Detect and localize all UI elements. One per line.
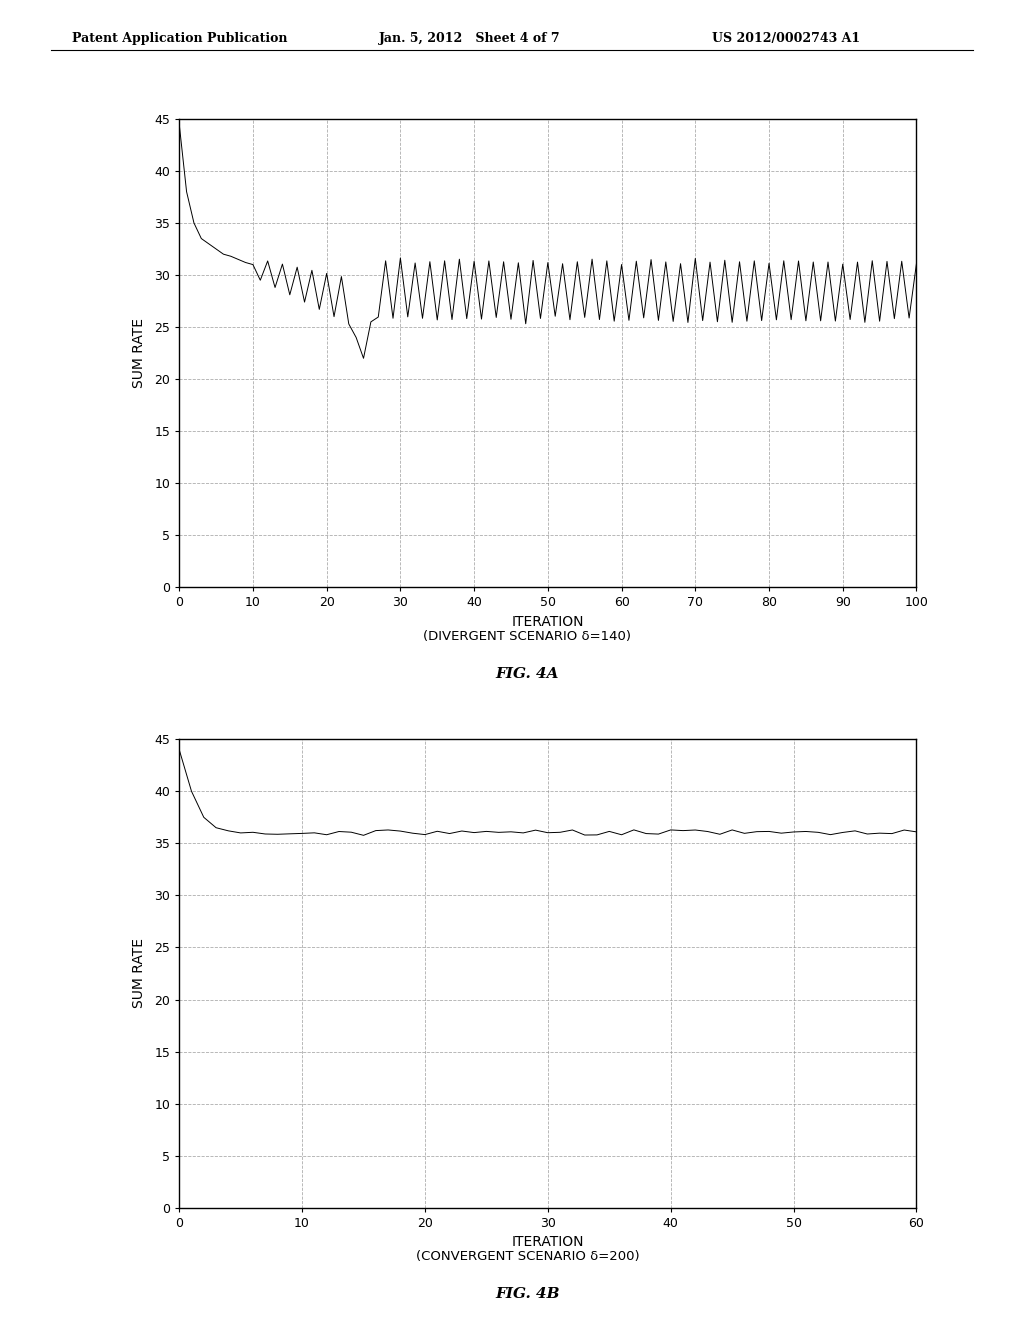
Y-axis label: SUM RATE: SUM RATE: [132, 318, 146, 388]
Text: (CONVERGENT SCENARIO δ=200): (CONVERGENT SCENARIO δ=200): [416, 1250, 639, 1263]
Text: (DIVERGENT SCENARIO δ=140): (DIVERGENT SCENARIO δ=140): [423, 630, 632, 643]
X-axis label: ITERATION: ITERATION: [512, 615, 584, 630]
Y-axis label: SUM RATE: SUM RATE: [132, 939, 146, 1008]
Text: FIG. 4B: FIG. 4B: [496, 1287, 559, 1302]
Text: Patent Application Publication: Patent Application Publication: [72, 32, 287, 45]
Text: FIG. 4A: FIG. 4A: [496, 667, 559, 681]
Text: Jan. 5, 2012   Sheet 4 of 7: Jan. 5, 2012 Sheet 4 of 7: [379, 32, 560, 45]
X-axis label: ITERATION: ITERATION: [512, 1236, 584, 1250]
Text: US 2012/0002743 A1: US 2012/0002743 A1: [712, 32, 860, 45]
